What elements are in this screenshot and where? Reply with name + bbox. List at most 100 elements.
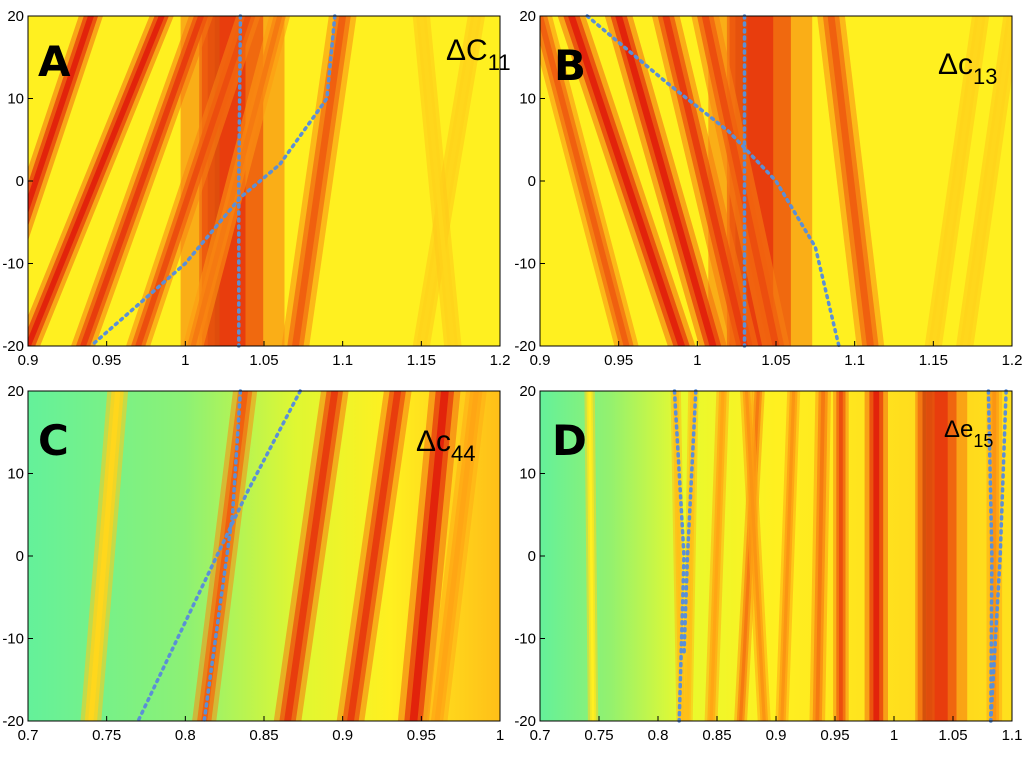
panel-b-parameter-label: Δc13 [938, 48, 998, 89]
panel-a-band [71, 16, 214, 346]
panel-d-band [915, 391, 968, 721]
panel-d-guide-line [672, 389, 686, 723]
panel-d-ytick-label: 20 [519, 383, 536, 400]
panel-d-band [740, 391, 771, 721]
panel-c-band [273, 391, 349, 721]
panel-d-xtick-label: 0.85 [702, 727, 731, 744]
panel-b-band [691, 16, 790, 346]
panel-d-xtick-label: 0.75 [584, 727, 613, 744]
panel-a-band [281, 16, 357, 346]
panel-d-letter: D [552, 416, 587, 465]
panel-d-plot-area: 0.7 0.75 0.8 0.85 0.9 0.95 1 1.05 1.1 20 10 0 -10 -20 [514, 383, 1022, 744]
panel-d-band [864, 391, 888, 721]
panel-d-band [584, 391, 599, 721]
panel-b-ytick-label: 20 [519, 8, 536, 25]
panel-b-band [540, 16, 639, 346]
panel-c-letter: C [38, 416, 69, 465]
panel-c-xtick-label: 0.95 [407, 727, 436, 744]
panel-b-xtick-label: 0.9 [530, 352, 551, 369]
panel-a-xtick-label: 1.15 [407, 352, 436, 369]
panel-a-ytick-label: -10 [2, 256, 24, 273]
panel-a-band [28, 16, 174, 346]
panel-a-parameter-label: ΔC11 [446, 34, 511, 75]
panel-b-xtick-label: 1.2 [1002, 352, 1023, 369]
panel-c: 0.7 0.75 0.8 0.85 0.9 0.95 1 20 10 0 -10 -20 C Δc44 [2, 383, 504, 744]
panel-a-band [28, 16, 103, 241]
panel-c-parameter-label: Δc44 [416, 425, 476, 466]
panel-d-xtick-label: 0.95 [820, 727, 849, 744]
panel-b-xtick-label: 1.1 [844, 352, 865, 369]
panel-a-ytick-label: 0 [16, 173, 24, 190]
panel-c-band [426, 391, 487, 721]
panel-b-band [604, 16, 727, 346]
panel-a-letter: A [38, 37, 71, 86]
panel-b-xtick-label: 1.15 [919, 352, 948, 369]
panel-b-band [956, 16, 1012, 346]
panel-d-xtick-label: 1.1 [1002, 727, 1023, 744]
panel-b-xtick-label: 1.05 [761, 352, 790, 369]
panel-d: 0.7 0.75 0.8 0.85 0.9 0.95 1 1.05 1.1 20 10 0 -10 -20… [514, 383, 1022, 744]
panel-b-xtick-label: 0.95 [604, 352, 633, 369]
panel-d-ytick-label: -10 [514, 631, 536, 648]
panel-a-ytick-label: -20 [2, 338, 24, 355]
panel-a: 0.9 0.95 1 1.05 1.1 1.15 1.2 20 10 0 -10 -20 A ΔC11 [2, 8, 511, 369]
panel-d-band [704, 391, 730, 721]
panel-d-band [833, 391, 849, 721]
panel-d-xtick-label: 0.7 [530, 727, 551, 744]
panel-c-band [80, 391, 129, 721]
panel-d-band [809, 391, 831, 721]
panel-a-band [182, 16, 291, 346]
panel-a-ytick-label: 20 [7, 8, 24, 25]
panel-b-plot-area: 0.9 0.95 1 1.05 1.1 1.15 1.2 20 10 0 -10 -20 [514, 8, 1022, 369]
panel-d-ytick-label: -20 [514, 713, 536, 730]
panel-b-band [924, 16, 990, 346]
panel-b-guide-line [585, 14, 841, 348]
panel-c-band [192, 391, 258, 721]
panel-b-ytick-label: -20 [514, 338, 536, 355]
panel-d-guide-line [682, 389, 698, 657]
panel-b-ytick-label: -10 [514, 256, 536, 273]
panel-a-xtick-label: 0.9 [18, 352, 39, 369]
panel-d-parameter-label: Δe15 [944, 416, 993, 451]
panel-c-ytick-label: -10 [2, 631, 24, 648]
panel-b-letter: B [554, 41, 586, 90]
panel-d-ytick-label: 10 [519, 466, 536, 483]
panel-b-ytick-label: 10 [519, 91, 536, 108]
panel-d-band [775, 391, 801, 721]
panel-c-band [397, 391, 461, 721]
panel-a-xtick-label: 0.95 [92, 352, 121, 369]
panel-b-ytick-label: 0 [528, 173, 536, 190]
panel-c-ytick-label: 20 [7, 383, 24, 400]
panel-a-xtick-label: 1.1 [332, 352, 353, 369]
panel-c-guide-line [202, 389, 243, 723]
panel-a-ytick-label: 10 [7, 91, 24, 108]
panel-c-xtick-label: 0.85 [249, 727, 278, 744]
panel-a-guide-line [237, 14, 243, 348]
panel-a-xtick-label: 1.05 [249, 352, 278, 369]
panel-c-xtick-label: 0.7 [18, 727, 39, 744]
panel-c-ytick-label: 10 [7, 466, 24, 483]
panel-c-guide-line [136, 389, 302, 723]
panel-a-xtick-label: 1.2 [490, 352, 511, 369]
panel-d-guide-line [989, 389, 1008, 723]
panel-c-ytick-label: 0 [16, 548, 24, 565]
panel-c-xtick-label: 1 [496, 727, 504, 744]
panel-b-xtick-label: 1 [693, 352, 701, 369]
panel-b: 0.9 0.95 1 1.05 1.1 1.15 1.2 20 10 0 -10 -20 B Δc13 [514, 8, 1022, 369]
panel-c-xtick-label: 0.75 [92, 727, 121, 744]
panel-a-guide-line [89, 14, 337, 348]
panel-a-band [412, 16, 462, 346]
panel-a-band [412, 16, 486, 346]
panel-b-band [557, 16, 696, 346]
panel-c-band [336, 391, 412, 721]
panel-d-ytick-label: 0 [528, 548, 536, 565]
panel-a-band [126, 16, 261, 346]
panel-c-ytick-label: -20 [2, 713, 24, 730]
panel-a-xtick-label: 1 [181, 352, 189, 369]
panel-c-xtick-label: 0.9 [332, 727, 353, 744]
panel-c-xtick-label: 0.8 [175, 727, 196, 744]
panel-b-band [817, 16, 885, 346]
panel-c-plot-area: 0.7 0.75 0.8 0.85 0.9 0.95 1 20 10 0 -10 -20 [2, 383, 504, 744]
panel-d-guide-line [986, 389, 994, 723]
